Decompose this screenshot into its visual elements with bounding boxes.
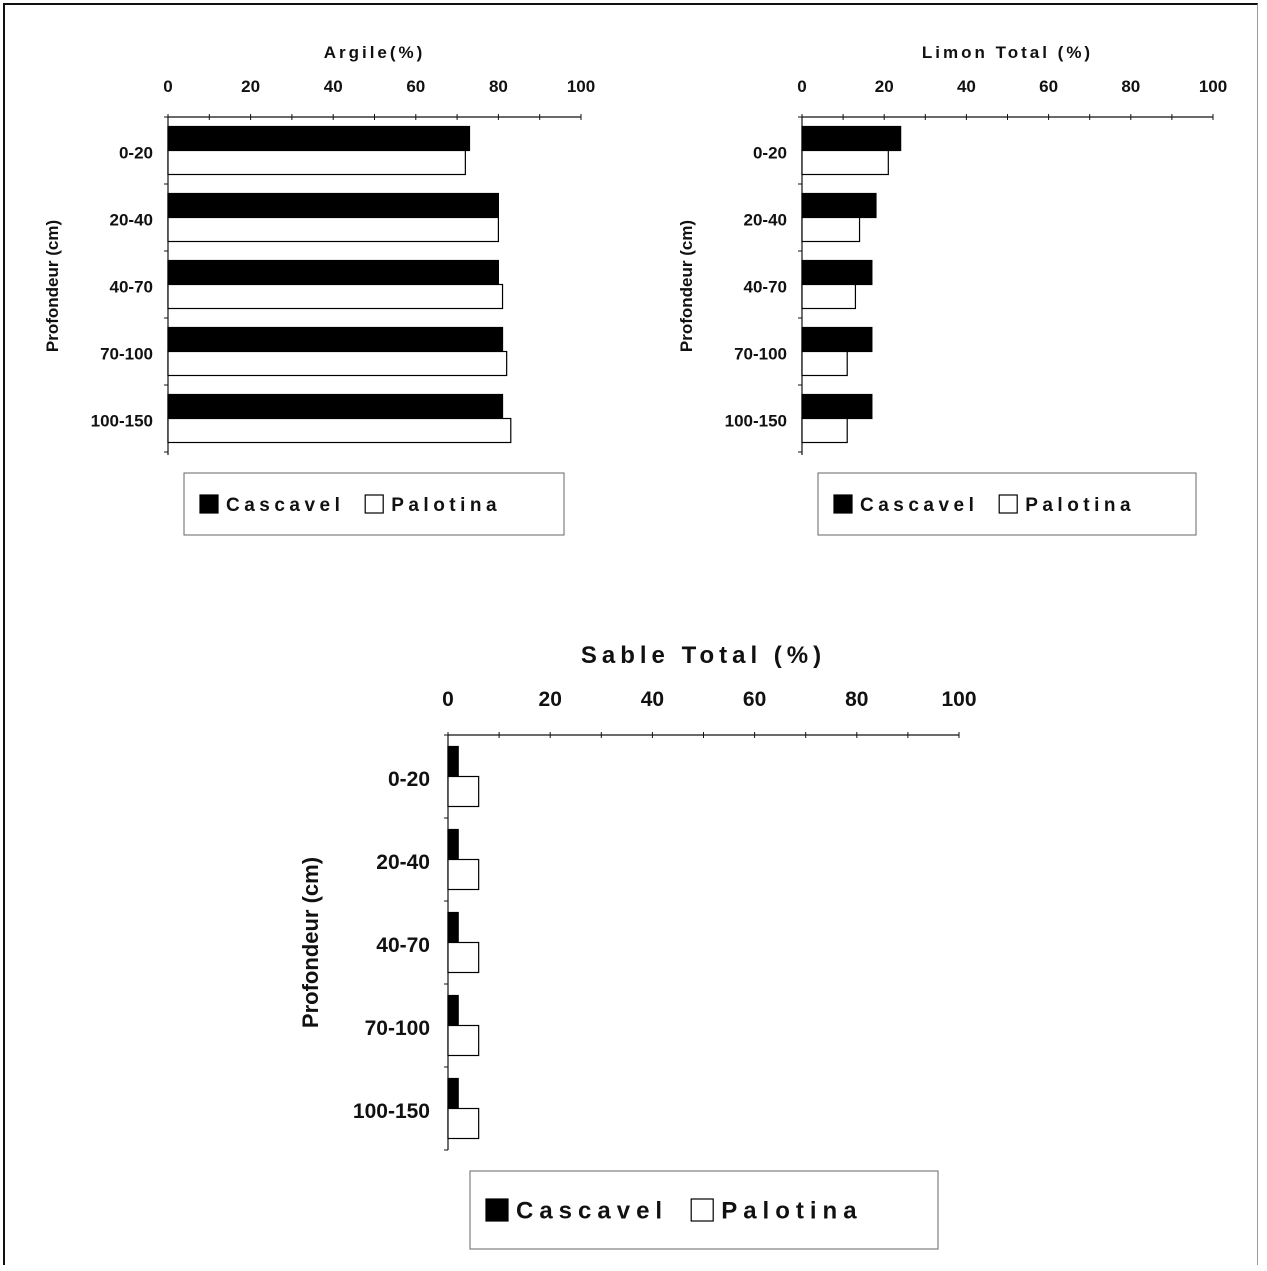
y-axis-label: Profondeur (cm) <box>43 220 62 352</box>
x-tick-label: 20 <box>241 77 260 96</box>
category-label: 100-150 <box>353 1100 430 1123</box>
category-label: 40-70 <box>744 277 787 296</box>
bar-cascavel-40-70 <box>801 259 873 286</box>
legend: Cascavel Palotina <box>817 472 1197 536</box>
bar-cascavel-70-100 <box>447 994 459 1027</box>
bar-palotina-0-20 <box>447 775 480 808</box>
x-tick-label: 60 <box>743 688 766 711</box>
x-tick-label: 40 <box>324 77 343 96</box>
bar-palotina-100-150 <box>167 417 512 444</box>
bar-palotina-70-100 <box>167 350 508 377</box>
figure-frame <box>3 3 1258 1265</box>
chart-0: Argile(%) Profondeur (cm) 0 20 40 60 80 100 0-20… <box>43 43 595 536</box>
bar-palotina-40-70 <box>801 283 857 310</box>
bar-palotina-40-70 <box>447 941 480 974</box>
x-tick-label: 0 <box>797 77 806 96</box>
chart-title: Limon Total (%) <box>922 43 1093 62</box>
legend: Cascavel Palotina <box>469 1170 939 1250</box>
bar-cascavel-100-150 <box>167 393 504 420</box>
x-tick-label: 60 <box>406 77 425 96</box>
x-tick-label: 80 <box>1121 77 1140 96</box>
bar-cascavel-0-20 <box>447 745 459 778</box>
category-label: 70-100 <box>734 344 787 363</box>
bar-palotina-100-150 <box>447 1107 480 1140</box>
legend: Cascavel Palotina <box>183 472 565 536</box>
legend-swatch-palotina <box>690 1198 714 1222</box>
x-tick-label: 60 <box>1039 77 1058 96</box>
legend-swatch-cascavel <box>199 494 219 514</box>
legend-label-cascavel: Cascavel <box>226 495 344 516</box>
x-tick-label: 100 <box>567 77 595 96</box>
category-label: 0-20 <box>753 143 787 162</box>
category-label: 20-40 <box>110 210 153 229</box>
bar-cascavel-0-20 <box>167 125 471 152</box>
x-tick-label: 100 <box>1199 77 1227 96</box>
bar-cascavel-100-150 <box>801 393 873 420</box>
category-label: 20-40 <box>744 210 787 229</box>
x-tick-label: 100 <box>941 688 976 711</box>
bar-cascavel-40-70 <box>167 259 499 286</box>
x-tick-label: 80 <box>489 77 508 96</box>
bar-palotina-0-20 <box>167 149 466 176</box>
x-tick-label: 0 <box>442 688 454 711</box>
chart-2: Sable Total (%) Profondeur (cm) 0 20 40 60 80 1… <box>298 642 977 1250</box>
x-tick-label: 20 <box>875 77 894 96</box>
y-axis-label: Profondeur (cm) <box>677 220 696 352</box>
bar-palotina-0-20 <box>801 149 889 176</box>
bar-cascavel-0-20 <box>801 125 902 152</box>
bar-palotina-40-70 <box>167 283 504 310</box>
x-tick-label: 80 <box>845 688 868 711</box>
category-label: 70-100 <box>100 344 153 363</box>
bar-cascavel-20-40 <box>801 192 877 219</box>
category-label: 70-100 <box>365 1017 430 1040</box>
legend-swatch-cascavel <box>485 1198 509 1222</box>
legend-label-palotina: Palotina <box>1025 495 1135 516</box>
legend-swatch-palotina <box>364 494 384 514</box>
bar-cascavel-20-40 <box>167 192 499 219</box>
bar-cascavel-70-100 <box>167 326 504 353</box>
x-tick-label: 0 <box>163 77 172 96</box>
chart-1: Limon Total (%) Profondeur (cm) 0 20 40 60 80 1… <box>677 43 1227 536</box>
bar-palotina-70-100 <box>801 350 848 377</box>
bar-palotina-100-150 <box>801 417 848 444</box>
bar-palotina-70-100 <box>447 1024 480 1057</box>
bar-cascavel-70-100 <box>801 326 873 353</box>
category-label: 20-40 <box>376 851 430 874</box>
legend-swatch-cascavel <box>833 494 853 514</box>
category-label: 100-150 <box>91 411 153 430</box>
category-label: 40-70 <box>376 934 430 957</box>
x-tick-label: 20 <box>539 688 562 711</box>
legend-swatch-palotina <box>998 494 1018 514</box>
legend-label-cascavel: Cascavel <box>860 495 978 516</box>
x-tick-label: 40 <box>641 688 664 711</box>
x-tick-label: 40 <box>957 77 976 96</box>
bar-cascavel-100-150 <box>447 1077 459 1110</box>
bar-palotina-20-40 <box>447 858 480 891</box>
legend-label-palotina: Palotina <box>721 1198 862 1225</box>
bar-palotina-20-40 <box>801 216 861 243</box>
bar-palotina-20-40 <box>167 216 499 243</box>
bar-cascavel-40-70 <box>447 911 459 944</box>
chart-title: Sable Total (%) <box>581 642 826 669</box>
chart-title: Argile(%) <box>324 43 426 62</box>
category-label: 0-20 <box>388 768 430 791</box>
bar-cascavel-20-40 <box>447 828 459 861</box>
category-label: 100-150 <box>725 411 787 430</box>
category-label: 40-70 <box>110 277 153 296</box>
legend-label-cascavel: Cascavel <box>516 1198 668 1225</box>
legend-label-palotina: Palotina <box>391 495 501 516</box>
y-axis-label: Profondeur (cm) <box>298 857 323 1028</box>
category-label: 0-20 <box>119 143 153 162</box>
